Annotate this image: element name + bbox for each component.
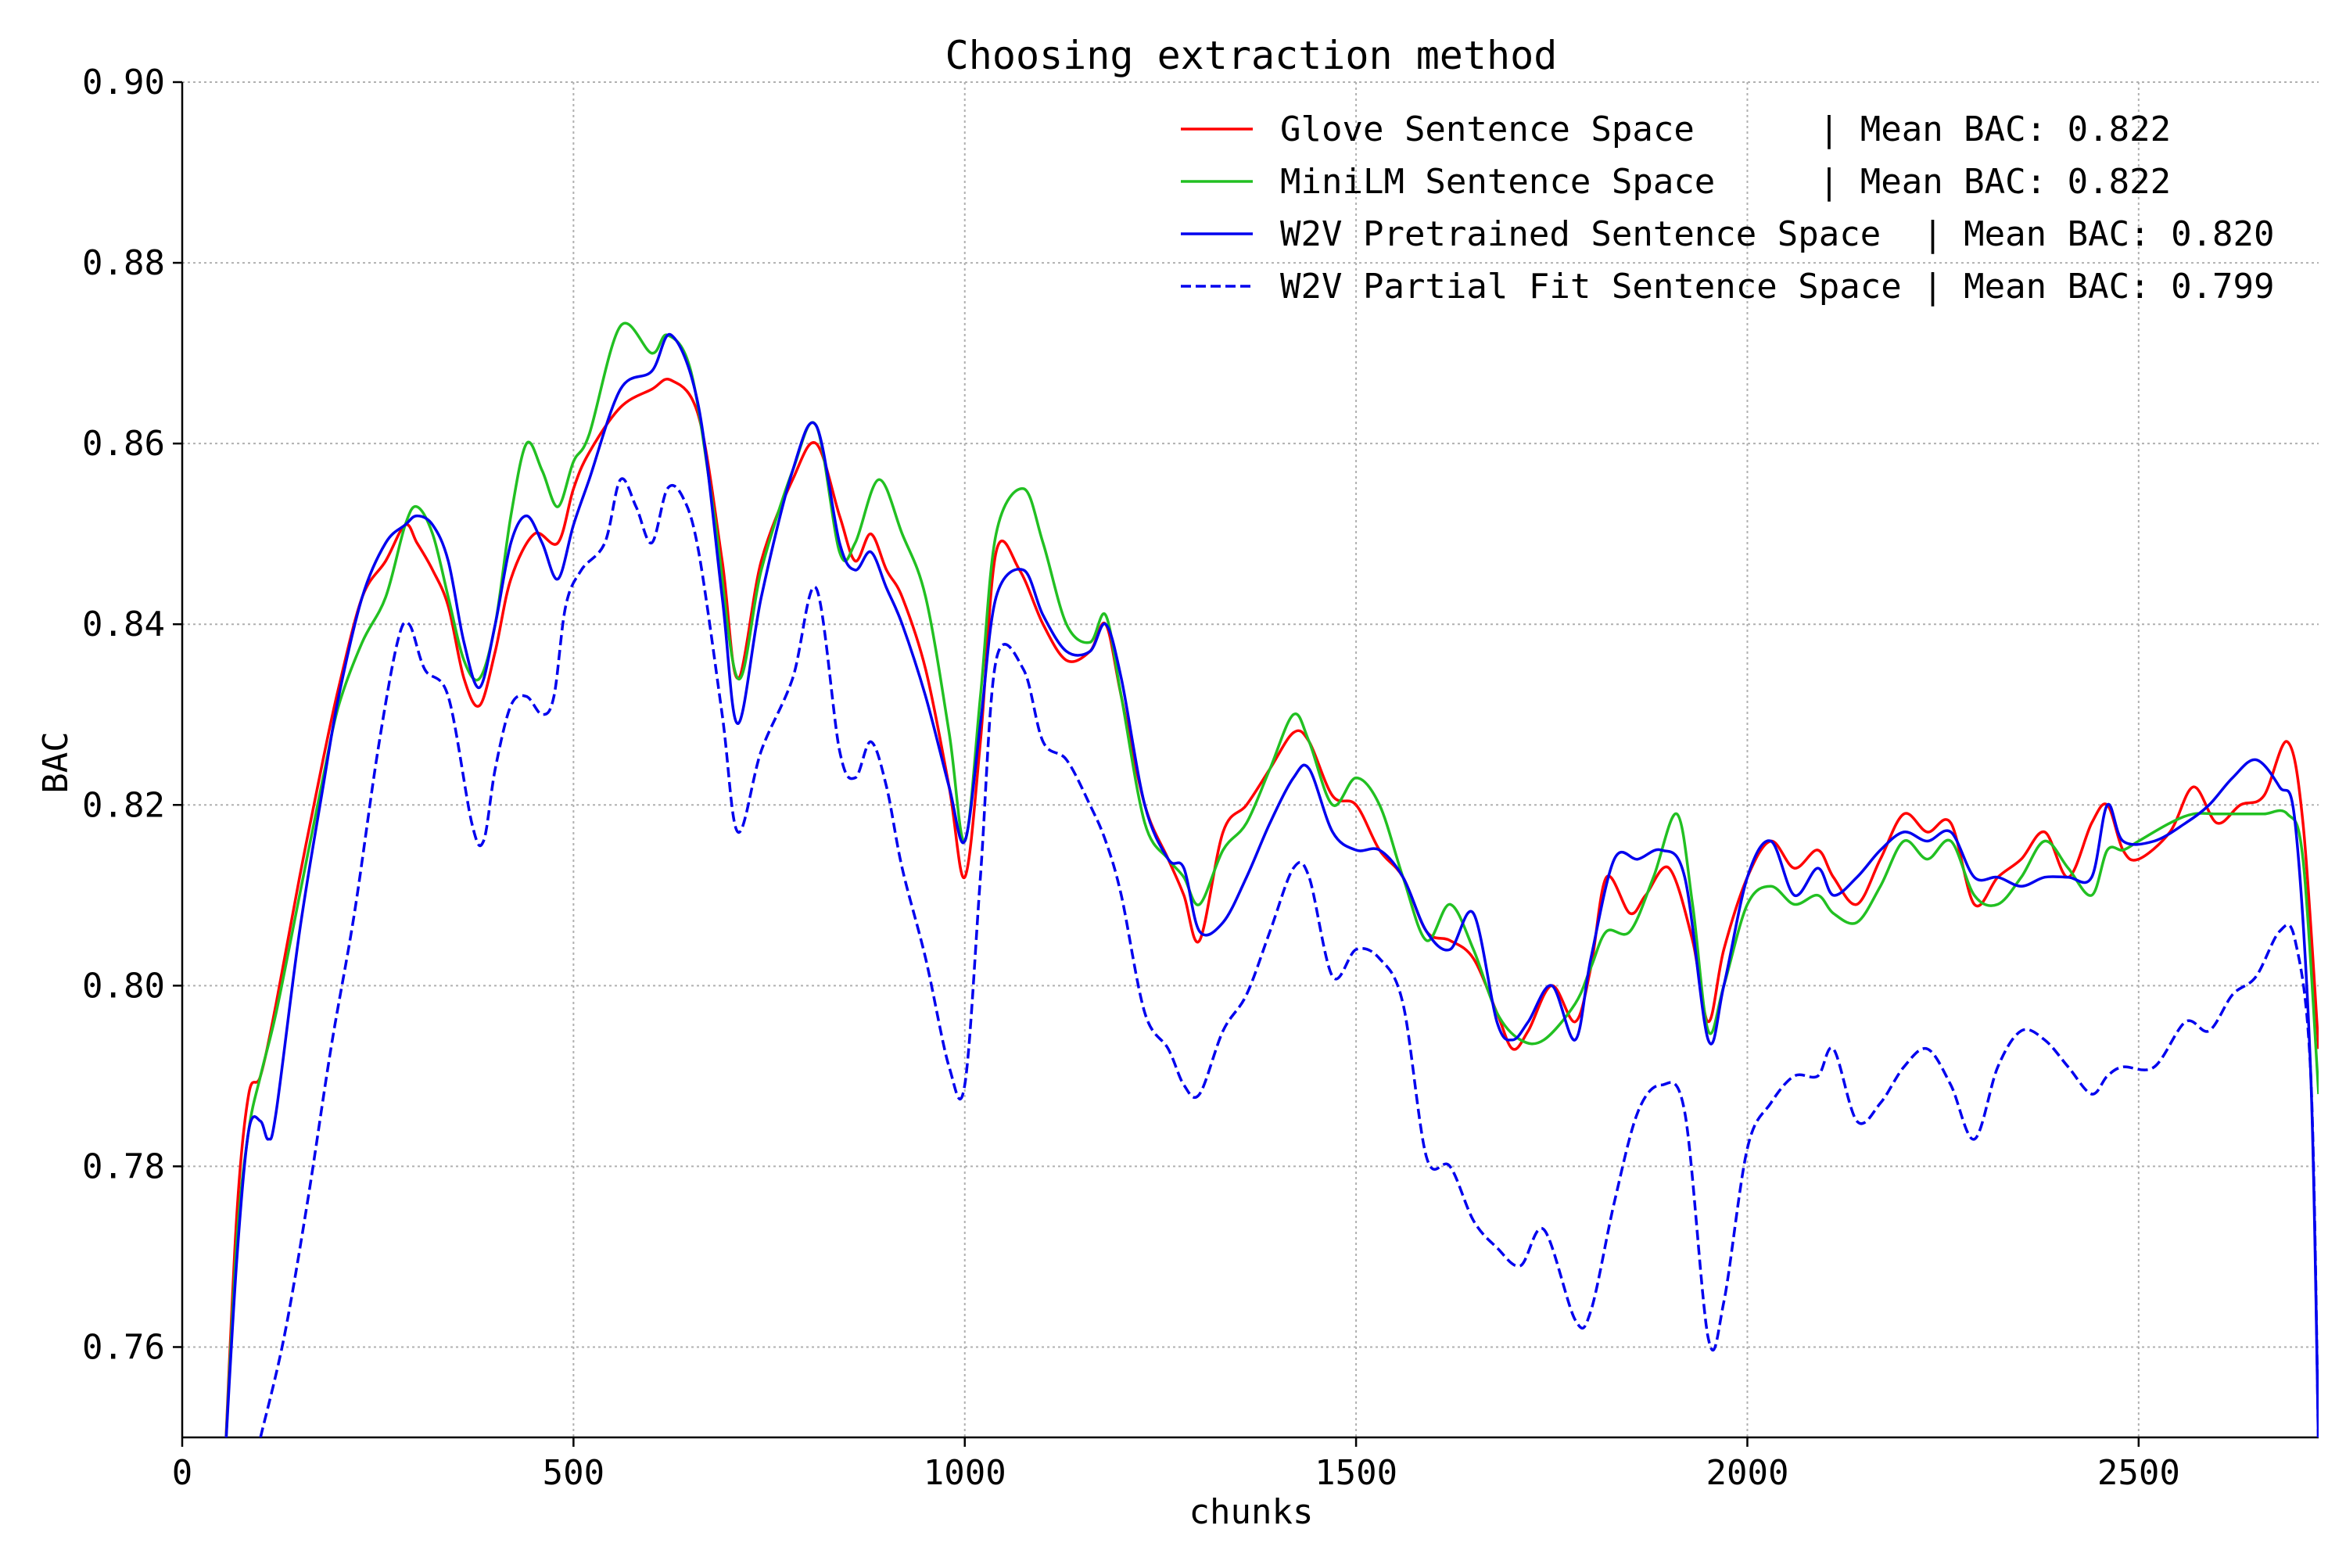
series-line-2	[224, 321, 2319, 1437]
x-tick-label: 500	[543, 1453, 604, 1493]
series-line-4	[259, 477, 2319, 1437]
y-tick-label: 0.76	[82, 1327, 165, 1367]
legend-label-4: W2V Partial Fit Sentence Space | Mean BA…	[1280, 267, 2275, 307]
x-tick-label: 1500	[1315, 1453, 1397, 1493]
y-tick-label: 0.82	[82, 785, 165, 825]
series-line-3	[224, 332, 2319, 1437]
y-tick-label: 0.88	[82, 243, 165, 283]
legend-label-1: Glove Sentence Space | Mean BAC: 0.822	[1280, 109, 2171, 149]
legend: Glove Sentence Space | Mean BAC: 0.822 Mi…	[1181, 109, 2275, 307]
y-tick-label: 0.90	[82, 63, 165, 102]
y-tick-label: 0.86	[82, 424, 165, 464]
y-tick-label: 0.78	[82, 1146, 165, 1186]
axes	[181, 82, 2319, 1439]
series-line-1	[224, 378, 2319, 1437]
chart-title: Choosing extraction method	[945, 33, 1558, 78]
x-tick-label: 2000	[1706, 1453, 1788, 1493]
x-tick-label: 1000	[924, 1453, 1006, 1493]
ticks: 0 500 1000 1500 2000 2500 0.76 0.78 0.80 0.82 0.84…	[82, 63, 2180, 1493]
y-axis-label: BAC	[36, 731, 76, 793]
x-tick-label: 0	[172, 1453, 193, 1493]
y-tick-label: 0.84	[82, 605, 165, 644]
legend-label-2: MiniLM Sentence Space | Mean BAC: 0.822	[1280, 162, 2171, 202]
legend-label-3: W2V Pretrained Sentence Space | Mean BAC…	[1280, 214, 2275, 254]
series-lines	[224, 321, 2319, 1437]
x-axis-label: chunks	[1189, 1492, 1314, 1532]
y-tick-label: 0.80	[82, 966, 165, 1006]
grid	[181, 81, 2319, 1437]
x-tick-label: 2500	[2097, 1453, 2180, 1493]
